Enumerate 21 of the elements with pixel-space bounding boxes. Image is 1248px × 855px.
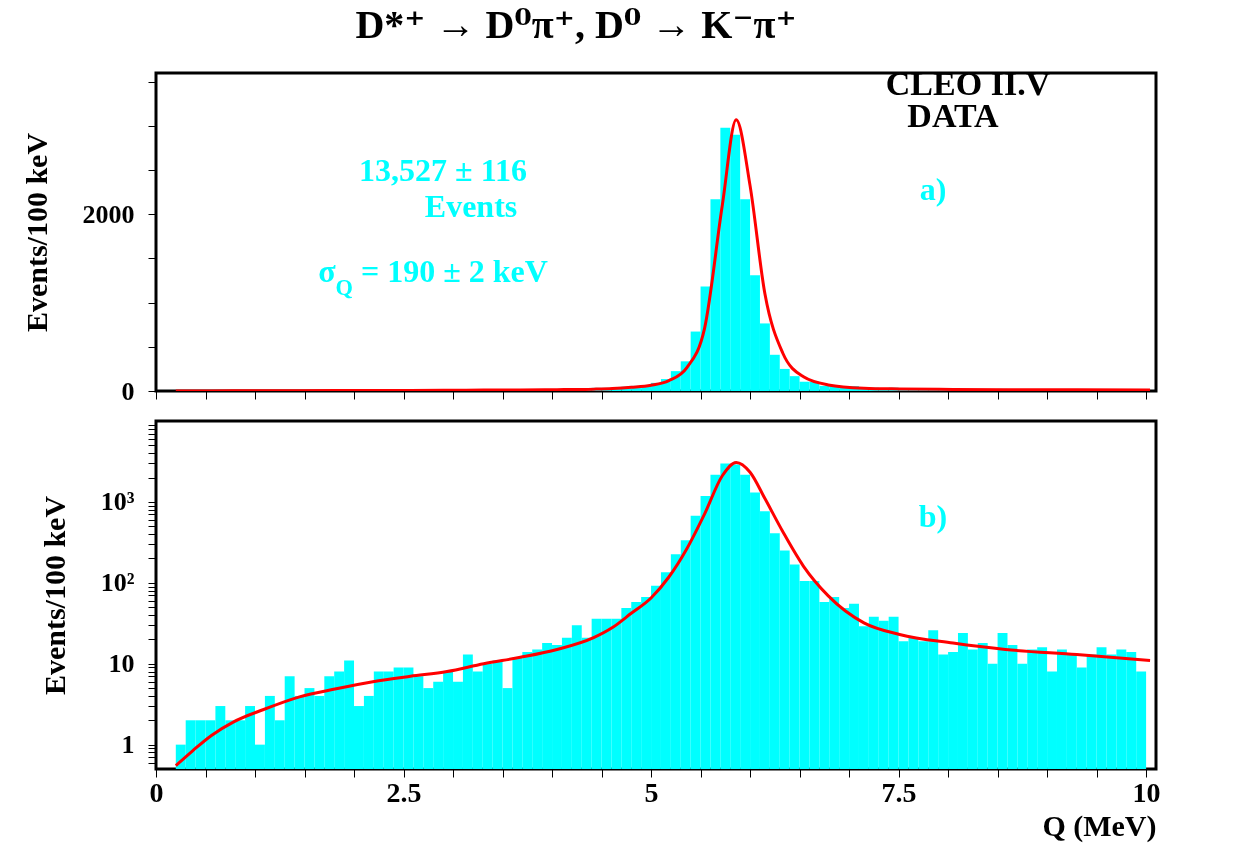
x-tick-label: 5 (644, 776, 659, 808)
x-tick-label: 2.5 (386, 776, 422, 808)
x-tick-label: 10 (1132, 776, 1161, 808)
x-axis-title: Q (MeV) (1042, 808, 1157, 843)
x-tick-label: 0 (149, 776, 164, 808)
y-tick-label: 2000 (82, 199, 135, 229)
annotation: σ$_{Q}$ = 190 ± 2 keV (318, 253, 548, 300)
annotation: a) (919, 171, 947, 207)
y-tick-label: 10 (108, 649, 135, 679)
y-tick-label: 0 (121, 376, 135, 406)
annotation: Events (424, 188, 518, 224)
chart-title: D*⁺ → D⁰π⁺, D⁰ → K⁻π⁺ (355, 2, 797, 47)
y-axis-title: Events/100 keV (37, 495, 71, 696)
annotation: DATA (907, 97, 1000, 134)
annotation: b) (918, 498, 948, 534)
y-axis-title: Events/100 keV (19, 132, 53, 333)
annotation: 13,527 ± 116 (359, 152, 527, 188)
y-tick-label: 10³ (100, 487, 135, 517)
y-tick-label: 1 (121, 730, 135, 760)
y-tick-label: 10² (100, 568, 135, 598)
x-tick-label: 7.5 (881, 776, 917, 808)
